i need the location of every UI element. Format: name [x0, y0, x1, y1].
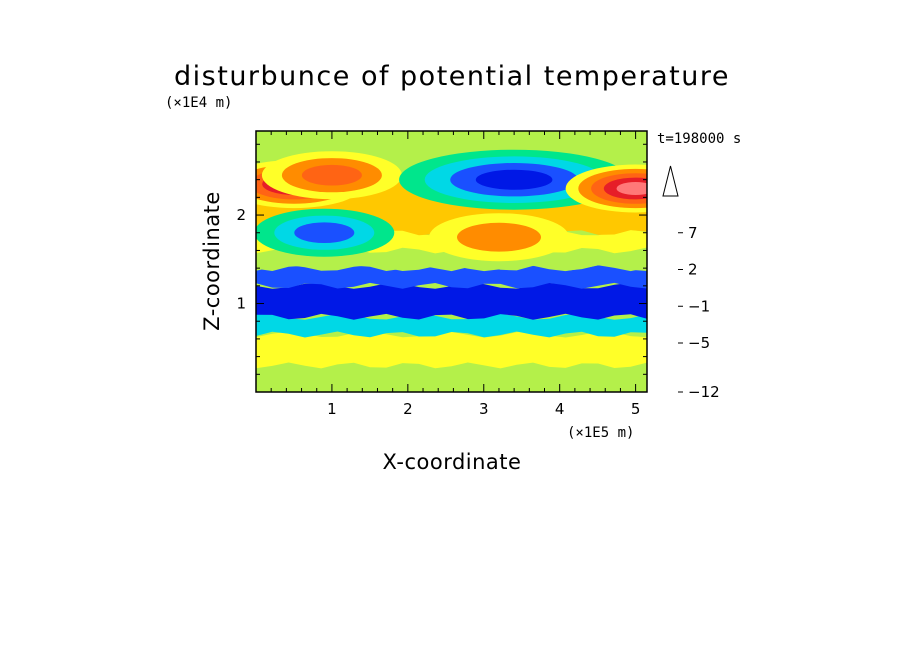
colorbar: 7 2 −1 −5 −12	[662, 165, 720, 401]
colorbar-tick-label: −1	[688, 297, 710, 315]
colorbar-tick-label: 2	[688, 261, 698, 279]
contour-field	[256, 131, 647, 392]
x-tick-label: 2	[403, 400, 413, 418]
contour-features	[256, 149, 647, 262]
x-tick-label: 3	[479, 400, 489, 418]
contour-blob	[301, 164, 362, 186]
chart-title: disturbunce of potential temperature	[174, 61, 730, 92]
time-label: t=198000 s	[657, 131, 741, 147]
x-tick-label: 5	[631, 400, 641, 418]
x-tick-label: 4	[555, 400, 565, 418]
contour-band	[256, 362, 647, 392]
contour-band	[256, 265, 647, 289]
axis-ticks: 1 2 3 4 5 1 2	[236, 131, 647, 418]
y-tick-label: 1	[236, 295, 246, 313]
contour-blob	[457, 222, 541, 252]
plot-frame	[255, 130, 648, 393]
y-tick-label: 2	[236, 206, 246, 224]
colorbar-tick-label: −5	[688, 334, 710, 352]
contour-band	[256, 282, 647, 320]
x-tick-label: 1	[327, 400, 337, 418]
y-axis-label: Z-coordinate	[200, 191, 224, 331]
colorbar-tick-label: 7	[688, 224, 698, 242]
colorbar-extend-arrow	[662, 165, 679, 197]
y-unit-label: (×1E4 m)	[165, 95, 232, 111]
contour-band	[256, 331, 647, 369]
contour-blob	[294, 222, 355, 243]
contour-blob	[616, 182, 647, 195]
x-unit-label: (×1E5 m)	[567, 425, 634, 441]
colorbar-tick-label: −12	[688, 383, 720, 401]
contour-blob	[475, 169, 553, 190]
x-axis-label: X-coordinate	[383, 450, 522, 474]
